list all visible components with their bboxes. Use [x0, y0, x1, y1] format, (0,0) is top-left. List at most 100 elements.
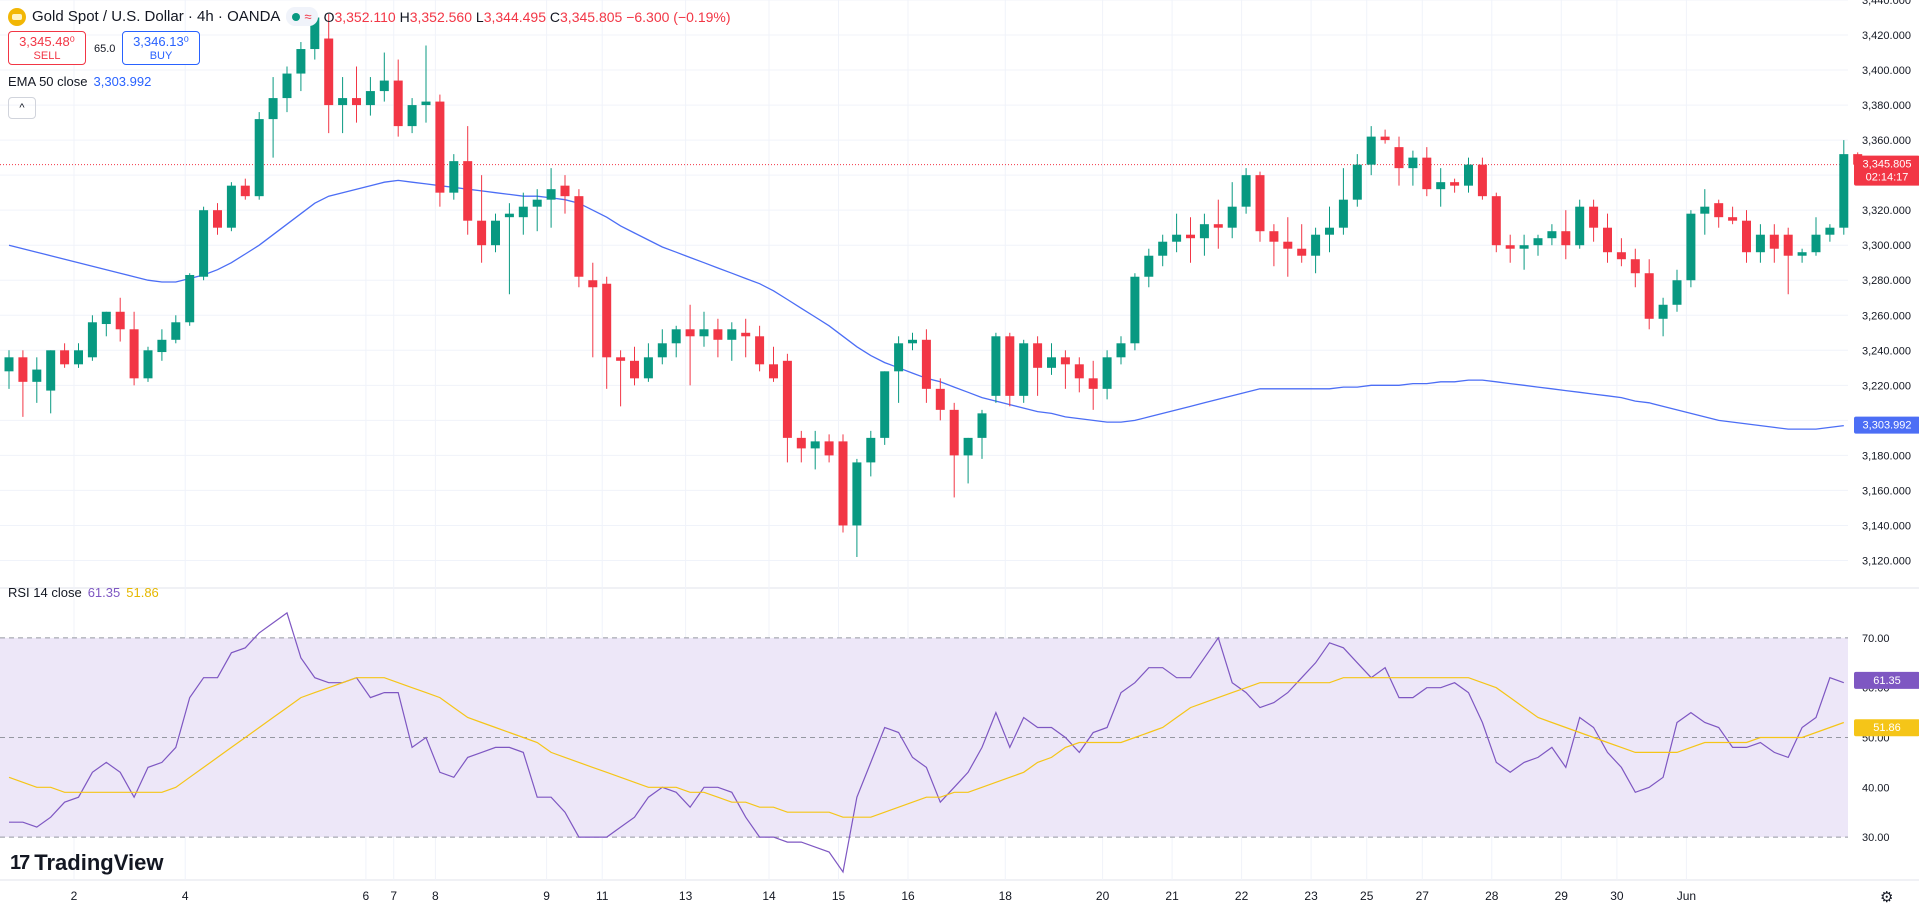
rsi-legend-value: 61.35 [87, 585, 121, 600]
candle-body [1199, 224, 1209, 239]
candle-body [393, 80, 403, 127]
time-tick-label: 6 [363, 889, 370, 903]
candle-body [1227, 206, 1237, 228]
time-tick-label: 9 [543, 889, 550, 903]
candle-body [1060, 357, 1070, 365]
candle-body [1130, 276, 1140, 344]
candle-body [880, 371, 890, 438]
time-axis[interactable]: 2 4 6 7 8 9 11 13 14 15 16 18 20 21 22 23 25 27 28 29 30 Jun [71, 889, 1696, 903]
wave-icon: ≈ [304, 9, 312, 24]
rsi-line [9, 611, 1845, 874]
candle-body [143, 350, 153, 379]
candle-body [1269, 231, 1279, 242]
collapse-legend-button[interactable]: ^ [8, 97, 36, 119]
candle-body [32, 369, 42, 382]
candle-body [852, 462, 862, 526]
candle-body [1422, 157, 1432, 190]
candle-body [1561, 231, 1571, 246]
candle-body [1088, 378, 1098, 389]
price-tick-label: 3,400.000 [1862, 65, 1911, 77]
candle-body [921, 339, 931, 389]
candle-body [504, 213, 514, 218]
market-open-dot-icon [292, 12, 301, 21]
candle-body [1450, 182, 1460, 186]
settings-gear-icon[interactable]: ⚙ [1880, 889, 1894, 906]
candle-body [115, 311, 125, 330]
candle-body [338, 98, 348, 106]
candle-body [1019, 343, 1029, 396]
candle-body [240, 185, 250, 197]
time-tick-label: 20 [1096, 889, 1110, 903]
candle-body [560, 185, 570, 197]
candle-body [1394, 147, 1404, 169]
price-tick-label: 3,220.000 [1862, 380, 1911, 392]
candle-body [449, 161, 459, 193]
ema-badge-text: 3,303.992 [1863, 420, 1912, 432]
rsi-legend[interactable]: RSI 14 close 61.35 51.86 [8, 585, 159, 600]
candle-body [1672, 280, 1682, 305]
candle-body [324, 38, 334, 106]
symbol-title[interactable]: Gold Spot / U.S. Dollar · 4h · OANDA [32, 8, 281, 25]
high-value: 3,352.560 [409, 8, 473, 25]
last-price-badge-text: 02:14:17 [1866, 172, 1909, 184]
market-status[interactable]: ≈ [286, 7, 318, 26]
ema-legend[interactable]: EMA 50 close 3,303.992 [8, 74, 151, 89]
candle-body [1728, 217, 1738, 221]
spread-value: 65.0 [94, 43, 116, 55]
candle-body [226, 185, 236, 228]
candle-body [477, 220, 487, 246]
open-value: 3,352.110 [334, 8, 396, 25]
candle-body [296, 49, 306, 74]
candle-body [435, 101, 445, 193]
candle-body [699, 329, 709, 337]
candle-body [1616, 252, 1626, 260]
price-tick-label: 3,160.000 [1862, 485, 1911, 497]
candle-body [1186, 234, 1195, 239]
time-tick-label: 4 [182, 889, 189, 903]
time-tick-label: 22 [1235, 889, 1249, 903]
candle-body [1464, 164, 1473, 186]
rsi-legend-name: RSI 14 close [8, 585, 82, 600]
candle-body [963, 437, 973, 456]
candle-body [1700, 206, 1710, 214]
time-tick-label: 11 [596, 889, 609, 903]
candle-body [685, 329, 695, 337]
symbol-legend[interactable]: Gold Spot / U.S. Dollar · 4h · OANDA ≈ O… [8, 7, 731, 26]
candle-body [199, 210, 209, 277]
price-tick-label: 3,140.000 [1862, 520, 1911, 532]
rsi-tick-label: 40.00 [1862, 782, 1890, 794]
candle-body [1241, 175, 1251, 207]
candle-body [1603, 227, 1612, 253]
ema-legend-value: 3,303.992 [93, 74, 152, 89]
price-tick-label: 3,320.000 [1862, 205, 1911, 217]
candle-body [1825, 227, 1835, 235]
time-tick-label: 27 [1416, 889, 1430, 903]
tradingview-logo[interactable]: 17 TradingView [10, 850, 163, 876]
time-tick-label: 2 [71, 889, 78, 903]
candle-body [157, 339, 167, 353]
candle-body [741, 332, 751, 337]
candle-body [1742, 220, 1751, 253]
candle-body [727, 329, 737, 340]
candle-body [1283, 241, 1293, 249]
candle-body [60, 350, 70, 365]
time-tick-label: 7 [390, 889, 397, 903]
price-axis[interactable]: 3,120.0003,140.0003,160.0003,180.0003,20… [1862, 0, 1911, 567]
buy-button[interactable]: 3,346.13⁰ BUY [122, 31, 200, 65]
price-tick-label: 3,240.000 [1862, 345, 1911, 357]
time-tick-label: 28 [1485, 889, 1499, 903]
candle-body [949, 409, 959, 456]
candle-body [935, 388, 945, 410]
candle-body [1575, 206, 1585, 246]
rsi-ma-badge-text: 51.86 [1873, 722, 1901, 734]
candle-body [866, 437, 876, 463]
sell-price: 3,345.48⁰ [19, 34, 75, 49]
candle-body [1297, 248, 1307, 256]
candles [4, 10, 1863, 557]
price-tick-label: 3,420.000 [1862, 30, 1911, 42]
sell-button[interactable]: 3,345.48⁰ SELL [8, 31, 86, 65]
time-tick-label: 21 [1165, 889, 1179, 903]
buy-label: BUY [149, 50, 173, 62]
